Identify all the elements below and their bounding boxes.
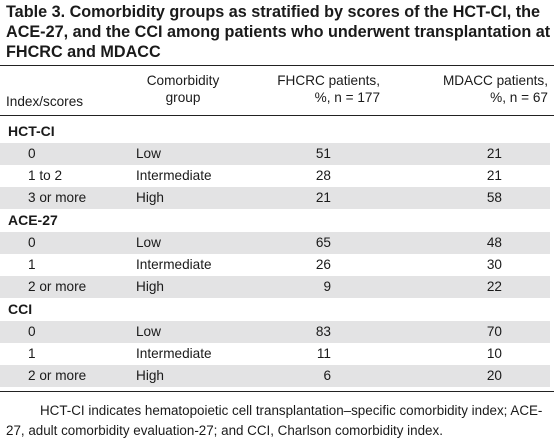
cell-group: Low: [136, 146, 161, 161]
header-group-line2: group: [165, 90, 201, 105]
cell-mdacc: 70: [486, 324, 502, 339]
table-title: Table 3. Comorbidity groups as stratifie…: [6, 3, 551, 61]
cell-score: 2 or more: [28, 279, 87, 294]
bottom-rule: [0, 391, 554, 392]
cell-score: 0: [28, 235, 36, 250]
table-row: 1 Intermediate 26 30: [0, 254, 550, 276]
table-row: 2 or more High 9 22: [0, 276, 550, 298]
cell-mdacc: 58: [486, 190, 502, 205]
cell-mdacc: 21: [486, 146, 502, 161]
cell-mdacc: 10: [486, 346, 502, 361]
cell-group: Low: [136, 324, 161, 339]
cell-score: 3 or more: [28, 190, 87, 205]
cell-score: 2 or more: [28, 368, 87, 383]
header-fhcrc-line2: %, n = 177: [314, 90, 380, 105]
table-row: 0 Low 83 70: [0, 321, 550, 343]
table-row: 2 or more High 6 20: [0, 365, 550, 387]
table-row: 3 or more High 21 58: [0, 187, 550, 209]
section-heading-cci: CCI: [8, 301, 33, 317]
cell-group: Intermediate: [136, 346, 212, 361]
cell-fhcrc: 51: [315, 146, 331, 161]
header-fhcrc: FHCRC patients, %, n = 177: [268, 72, 380, 106]
header-mdacc-line1: MDACC patients,: [442, 73, 548, 88]
cell-score: 0: [28, 146, 36, 161]
cell-group: High: [136, 279, 164, 294]
cell-group: High: [136, 368, 164, 383]
cell-group: Intermediate: [136, 257, 212, 272]
cell-score: 1: [28, 346, 36, 361]
cell-fhcrc: 6: [323, 368, 331, 383]
cell-mdacc: 22: [486, 279, 502, 294]
header-fhcrc-line1: FHCRC patients,: [277, 73, 380, 88]
cell-group: High: [136, 190, 164, 205]
cell-mdacc: 20: [486, 368, 502, 383]
header-mdacc-line2: %, n = 67: [490, 90, 548, 105]
cell-score: 1 to 2: [28, 168, 63, 183]
table-row: 0 Low 65 48: [0, 232, 550, 254]
section-heading-hct-ci: HCT-CI: [8, 123, 55, 139]
top-rule: [0, 65, 554, 66]
cell-fhcrc: 21: [315, 190, 331, 205]
cell-fhcrc: 83: [315, 324, 331, 339]
header-mdacc: MDACC patients, %, n = 67: [422, 72, 548, 106]
cell-mdacc: 21: [486, 168, 502, 183]
cell-mdacc: 48: [486, 235, 502, 250]
header-index-scores: Index/scores: [6, 94, 84, 109]
cell-group: Intermediate: [136, 168, 212, 183]
cell-group: Low: [136, 235, 161, 250]
table-row: 1 Intermediate 11 10: [0, 343, 550, 365]
cell-fhcrc: 28: [315, 168, 331, 183]
cell-fhcrc: 65: [315, 235, 331, 250]
table-row: 0 Low 51 21: [0, 143, 550, 165]
header-rule: [0, 115, 554, 116]
cell-fhcrc: 11: [316, 346, 331, 361]
table-footnote: HCT-CI indicates hematopoietic cell tran…: [6, 403, 543, 438]
cell-score: 1: [28, 257, 36, 272]
table-row: 1 to 2 Intermediate 28 21: [0, 165, 550, 187]
header-comorbidity-group: Comorbidity group: [134, 72, 232, 106]
header-group-line1: Comorbidity: [146, 73, 220, 88]
cell-score: 0: [28, 324, 36, 339]
cell-fhcrc: 26: [315, 257, 331, 272]
section-heading-ace-27: ACE-27: [8, 212, 58, 228]
cell-mdacc: 30: [486, 257, 502, 272]
cell-fhcrc: 9: [323, 279, 331, 294]
